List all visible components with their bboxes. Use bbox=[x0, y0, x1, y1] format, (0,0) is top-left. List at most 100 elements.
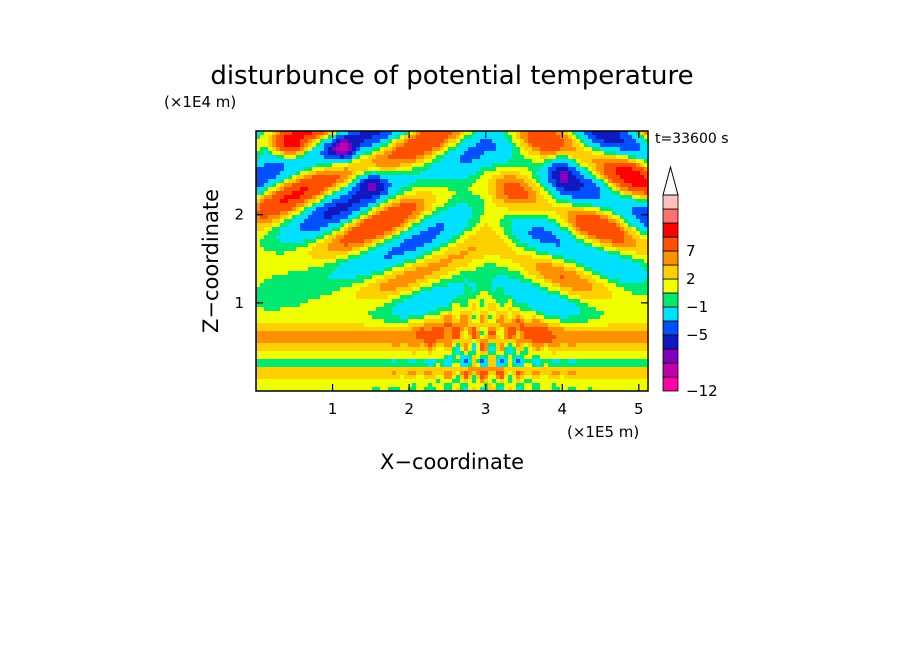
field-cell bbox=[468, 183, 473, 188]
field-cell bbox=[444, 239, 449, 244]
field-cell bbox=[488, 239, 493, 244]
field-cell bbox=[552, 271, 557, 276]
field-cell bbox=[608, 279, 613, 284]
field-cell bbox=[356, 135, 361, 140]
field-cell bbox=[344, 247, 349, 252]
field-cell bbox=[404, 219, 409, 224]
field-cell bbox=[452, 147, 457, 152]
field-cell bbox=[296, 199, 301, 204]
field-cell bbox=[364, 283, 369, 288]
field-cell bbox=[368, 255, 373, 260]
field-cell bbox=[588, 211, 593, 216]
field-cell bbox=[444, 263, 449, 268]
field-cell bbox=[308, 155, 313, 160]
field-cell bbox=[520, 235, 525, 240]
field-cell bbox=[544, 271, 549, 276]
field-cell bbox=[360, 207, 365, 212]
field-cell bbox=[536, 283, 541, 288]
field-cell bbox=[572, 311, 577, 316]
field-cell bbox=[420, 295, 425, 300]
field-cell bbox=[328, 295, 333, 300]
field-cell bbox=[424, 307, 429, 312]
field-cell bbox=[556, 299, 561, 304]
field-cell bbox=[468, 283, 473, 288]
field-cell bbox=[324, 279, 329, 284]
field-cell bbox=[464, 175, 469, 180]
field-cell bbox=[464, 319, 469, 324]
field-cell bbox=[448, 259, 453, 264]
field-cell bbox=[576, 275, 581, 280]
field-cell bbox=[332, 207, 337, 212]
field-cell bbox=[332, 191, 337, 196]
field-cell bbox=[292, 247, 297, 252]
field-cell bbox=[340, 331, 345, 336]
field-cell bbox=[372, 303, 377, 308]
field-cell bbox=[568, 223, 573, 228]
field-cell bbox=[296, 215, 301, 220]
field-cell bbox=[524, 227, 529, 232]
field-cell bbox=[324, 171, 329, 176]
field-cell bbox=[612, 319, 617, 324]
field-cell bbox=[588, 239, 593, 244]
field-cell bbox=[256, 211, 261, 216]
field-cell bbox=[536, 279, 541, 284]
field-cell bbox=[444, 171, 449, 176]
field-cell bbox=[452, 167, 457, 172]
field-cell bbox=[516, 275, 521, 280]
field-cell bbox=[560, 267, 565, 272]
field-cell bbox=[292, 143, 297, 148]
field-cell bbox=[352, 195, 357, 200]
field-cell bbox=[480, 247, 485, 252]
field-cell bbox=[616, 287, 621, 292]
field-cell bbox=[404, 315, 409, 320]
field-cell bbox=[572, 287, 577, 292]
field-cell bbox=[436, 267, 441, 272]
field-cell bbox=[564, 283, 569, 288]
field-cell bbox=[472, 315, 477, 320]
field-cell bbox=[384, 151, 389, 156]
field-cell bbox=[604, 179, 609, 184]
field-cell bbox=[292, 155, 297, 160]
field-cell bbox=[400, 311, 405, 316]
field-cell bbox=[604, 171, 609, 176]
field-cell bbox=[480, 155, 485, 160]
field-cell bbox=[320, 187, 325, 192]
field-cell bbox=[528, 211, 533, 216]
field-cell bbox=[644, 299, 648, 304]
field-cell bbox=[280, 135, 285, 140]
field-cell bbox=[428, 179, 433, 184]
field-cell bbox=[308, 271, 313, 276]
field-cell bbox=[280, 143, 285, 148]
field-cell bbox=[260, 239, 265, 244]
field-cell bbox=[624, 255, 629, 260]
field-cell bbox=[592, 207, 597, 212]
field-cell bbox=[288, 287, 293, 292]
field-cell bbox=[520, 291, 525, 296]
field-cell bbox=[496, 291, 501, 296]
field-cell bbox=[592, 211, 597, 216]
field-cell bbox=[504, 191, 509, 196]
field-cell bbox=[632, 291, 637, 296]
field-cell bbox=[304, 243, 309, 248]
field-cell bbox=[632, 231, 637, 236]
field-cell bbox=[468, 179, 473, 184]
field-cell bbox=[584, 239, 589, 244]
field-cell bbox=[344, 299, 349, 304]
field-cell bbox=[488, 211, 493, 216]
field-cell bbox=[388, 167, 393, 172]
field-cell bbox=[412, 267, 417, 272]
field-cell bbox=[300, 275, 305, 280]
field-cell bbox=[576, 331, 581, 336]
field-cell bbox=[288, 215, 293, 220]
field-cell bbox=[348, 331, 353, 336]
field-cell bbox=[340, 255, 345, 260]
field-cell bbox=[476, 279, 481, 284]
field-cell bbox=[580, 227, 585, 232]
field-cell bbox=[568, 167, 573, 172]
field-cell bbox=[528, 247, 533, 252]
field-cell bbox=[604, 223, 609, 228]
field-cell bbox=[620, 179, 625, 184]
field-cell bbox=[352, 283, 357, 288]
field-cell bbox=[560, 219, 565, 224]
